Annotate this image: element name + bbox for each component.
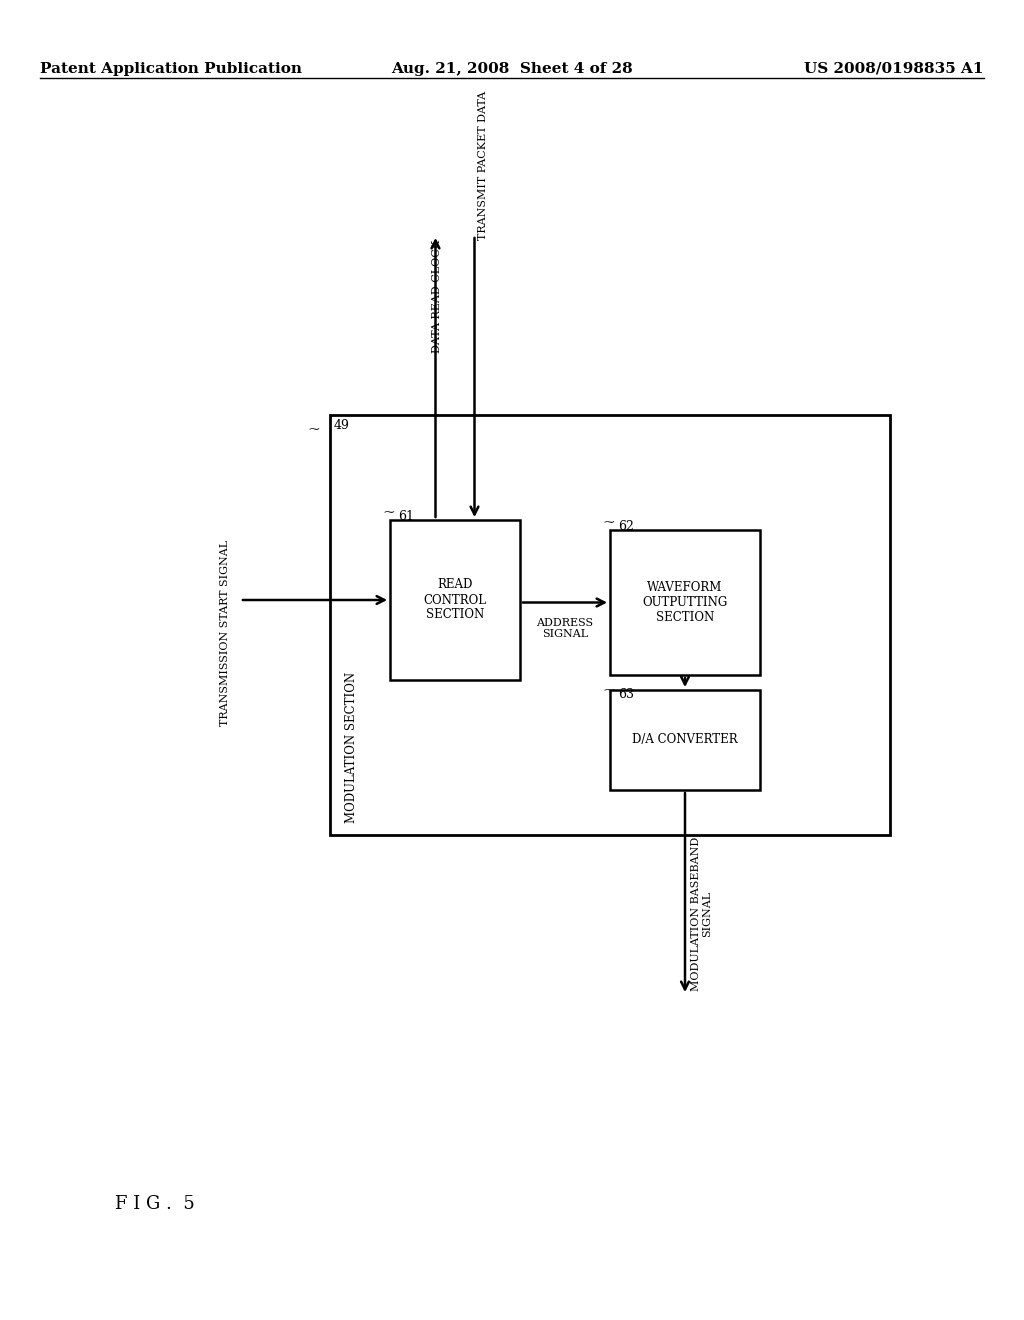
Text: TRANSMISSION START SIGNAL: TRANSMISSION START SIGNAL [220,540,230,726]
Text: 62: 62 [618,520,634,533]
Text: MODULATION SECTION: MODULATION SECTION [345,672,358,822]
Text: ADDRESS
SIGNAL: ADDRESS SIGNAL [537,618,594,639]
Text: MODULATION BASEBAND
SIGNAL: MODULATION BASEBAND SIGNAL [691,837,713,991]
Text: ~: ~ [382,506,394,520]
Text: F I G .  5: F I G . 5 [115,1195,195,1213]
Bar [390,520,520,680]
Text: D/A CONVERTER: D/A CONVERTER [632,734,738,747]
Text: 61: 61 [398,510,414,523]
Text: ~: ~ [602,516,614,531]
Text: READ
CONTROL
SECTION: READ CONTROL SECTION [424,578,486,622]
Text: 49: 49 [334,418,350,432]
Text: ~: ~ [602,684,614,698]
Text: WAVEFORM
OUTPUTTING
SECTION: WAVEFORM OUTPUTTING SECTION [642,581,728,624]
Bar [610,531,760,675]
Bar [610,690,760,789]
Text: Patent Application Publication: Patent Application Publication [40,62,302,77]
Text: TRANSMIT PACKET DATA: TRANSMIT PACKET DATA [478,91,488,240]
Text: 63: 63 [618,688,634,701]
Text: Aug. 21, 2008  Sheet 4 of 28: Aug. 21, 2008 Sheet 4 of 28 [391,62,633,77]
Text: ~: ~ [307,422,319,437]
Text: DATA READ CLOCK: DATA READ CLOCK [431,240,441,354]
Bar [330,414,890,836]
Text: US 2008/0198835 A1: US 2008/0198835 A1 [805,62,984,77]
